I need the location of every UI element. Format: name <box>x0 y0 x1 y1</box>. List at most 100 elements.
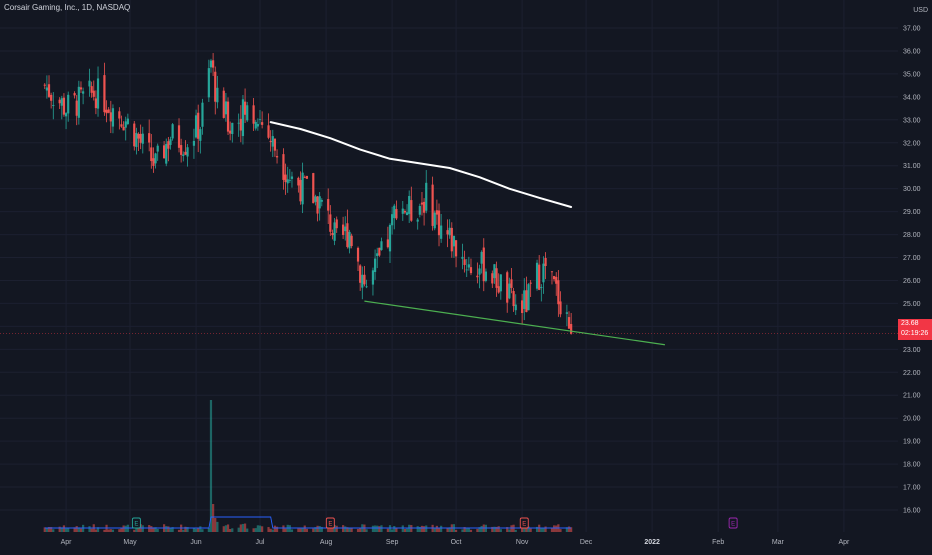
volume-bar <box>446 527 449 532</box>
candle-body <box>393 205 396 219</box>
candle-body <box>212 60 215 68</box>
volume-bar <box>141 525 144 532</box>
volume-bar <box>90 528 93 532</box>
price-tick-label: 28.00 <box>903 232 921 239</box>
time-tick-label: May <box>123 539 137 546</box>
indicator-lines <box>269 121 666 346</box>
volume-bar <box>167 526 170 532</box>
candle-body <box>557 280 560 305</box>
currency-label: USD <box>913 7 928 14</box>
volume-bar <box>194 528 198 532</box>
candle-body <box>386 239 389 248</box>
candle-body <box>391 214 394 226</box>
candle-body <box>333 222 336 241</box>
time-axis[interactable]: Apr May Jun Jul Aug Sep Oct Nov Dec 2022 Feb Mar Apr <box>61 539 850 546</box>
volume-bar <box>273 525 277 532</box>
candle-body <box>314 196 317 202</box>
volume-bar <box>314 527 317 532</box>
volume-bar <box>103 529 106 532</box>
support-trendline <box>364 300 666 346</box>
candle-body <box>405 212 409 216</box>
volume-bar <box>192 527 196 532</box>
candle-body <box>288 179 291 181</box>
candle-body <box>420 202 424 205</box>
volume-bar <box>256 525 259 532</box>
candle-body <box>156 145 159 152</box>
candle-body <box>356 247 360 262</box>
volume-bar <box>252 528 255 532</box>
earnings-marker[interactable]: E <box>325 517 335 529</box>
candle-body <box>194 115 198 138</box>
volume-bar <box>425 525 428 532</box>
candle-body <box>182 154 185 157</box>
candle-body <box>401 208 404 214</box>
candle-body <box>373 258 377 273</box>
volume-bar <box>267 527 270 532</box>
earnings-marker[interactable]: E <box>131 517 141 529</box>
price-tick-label: 23.00 <box>903 347 921 354</box>
volume-bar <box>301 527 304 532</box>
candle-body <box>329 214 332 232</box>
volume-bar <box>107 529 110 532</box>
volume-bar <box>258 525 262 532</box>
candle-body <box>301 172 304 205</box>
price-tick-label: 30.00 <box>903 186 921 193</box>
candle-body <box>186 147 189 157</box>
candle-body <box>480 251 483 264</box>
price-axis[interactable]: 37.00 36.00 35.00 34.00 33.00 32.00 31.00 30.00… <box>903 26 921 515</box>
candle-body <box>290 176 294 179</box>
volume-bar <box>216 521 219 532</box>
volume-bar <box>508 529 511 532</box>
candle-body <box>437 210 441 236</box>
volume-bar <box>64 528 68 532</box>
volume-bar <box>184 526 187 532</box>
candle-body <box>416 219 419 222</box>
volume-bar <box>386 528 389 532</box>
candle-body <box>510 279 513 288</box>
volume-bar <box>67 527 70 532</box>
candle-body <box>199 129 202 141</box>
candle-body <box>154 153 157 164</box>
volume-bar <box>229 528 232 532</box>
volume-bar <box>335 525 338 532</box>
volume-bar <box>133 529 136 532</box>
volume-bar <box>448 527 451 532</box>
price-tick-label: 32.00 <box>903 140 921 147</box>
candle-body <box>275 156 279 158</box>
volume-bar <box>47 527 51 532</box>
volume-bar <box>152 527 155 532</box>
price-tick-label: 21.00 <box>903 393 921 400</box>
time-tick-label: Jul <box>256 539 265 546</box>
volume-bar <box>165 526 168 532</box>
candle-body <box>122 126 125 131</box>
time-tick-label: Dec <box>580 539 593 546</box>
volume-bar <box>77 527 80 532</box>
candle-body <box>346 223 349 247</box>
volume-bar <box>305 528 308 532</box>
volume-bar <box>177 529 181 532</box>
earnings-marker[interactable]: E <box>728 517 738 529</box>
volume-bar <box>318 526 321 532</box>
volume-bar <box>376 525 379 532</box>
volume-bars <box>43 400 573 532</box>
volume-bar <box>544 526 547 532</box>
candle-body <box>133 123 136 147</box>
candle-body <box>499 274 502 292</box>
earnings-marker[interactable]: E <box>519 517 529 529</box>
price-tick-label: 37.00 <box>903 26 921 33</box>
moving-average-line <box>269 121 573 208</box>
candle-body <box>79 87 83 90</box>
earnings-marker-label: E <box>134 522 138 528</box>
volume-bar <box>303 525 306 532</box>
volume-bar <box>96 527 100 532</box>
grid <box>0 0 898 532</box>
volume-bar <box>212 504 215 532</box>
volume-bar <box>521 526 524 532</box>
volume-bar <box>550 528 554 532</box>
volume-bar <box>199 526 202 532</box>
candle-body <box>222 90 225 118</box>
candle-body <box>538 264 541 290</box>
